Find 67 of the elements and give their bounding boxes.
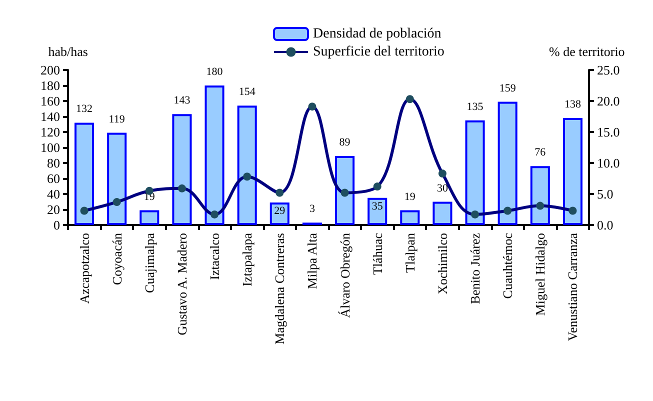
- bar: [530, 166, 550, 225]
- data-label: 3: [309, 203, 316, 216]
- x-tick-label: Tláhuac: [370, 232, 385, 275]
- y-tick-label: 0: [54, 218, 60, 232]
- bar: [432, 202, 452, 225]
- x-tick-label: Coyoacán: [109, 232, 124, 285]
- bar: [172, 114, 192, 225]
- y-tick-label: 200: [40, 62, 60, 78]
- x-tick-label: Benito Juárez: [468, 232, 483, 304]
- bar: [107, 132, 127, 225]
- bar: [465, 120, 485, 225]
- x-tick-label: Cuauhtémoc: [500, 232, 516, 299]
- y2-tick-label: 0.0: [597, 218, 614, 232]
- data-label: 154: [238, 86, 256, 98]
- y2-axis-title: % de territorio: [549, 44, 625, 59]
- x-tick-label: Iztacalco: [207, 233, 222, 280]
- y2-tick-label: 20.0: [597, 94, 620, 108]
- bar: [74, 122, 94, 225]
- bar: [498, 102, 518, 225]
- x-tick-label: Xochimilco: [434, 233, 450, 294]
- data-label: 180: [206, 66, 224, 78]
- y-tick-label: 120: [40, 124, 60, 140]
- y-tick-label: 100: [40, 140, 60, 155]
- bar: [368, 198, 388, 225]
- data-label: 135: [466, 100, 484, 113]
- bar: [562, 118, 582, 225]
- bar: [140, 210, 160, 225]
- legend-label: Superficie del territorio: [313, 44, 444, 60]
- y-tick-label: 40: [47, 186, 60, 202]
- bar: [335, 156, 355, 225]
- data-label: 138: [564, 98, 582, 111]
- y-tick-label: 80: [47, 156, 60, 170]
- y2-tick-label: 15.0: [597, 124, 620, 140]
- y2-tick-label: 10.0: [597, 156, 620, 170]
- y-tick-label: 20: [47, 202, 60, 217]
- x-tick-label: Milpa Alta: [304, 232, 320, 289]
- data-label: 119: [108, 113, 126, 126]
- x-tick-label: Cuajimalpa: [142, 232, 157, 293]
- data-label: 35: [372, 200, 384, 212]
- data-label: 143: [174, 94, 191, 107]
- x-tick-label: Azcapotzalco: [76, 233, 92, 304]
- data-label: 19: [404, 190, 416, 203]
- bar: [237, 106, 257, 225]
- data-label: 29: [274, 205, 286, 218]
- legend-label: Densidad de población: [313, 26, 442, 42]
- x-tick-label: Gustavo A. Madero: [174, 233, 190, 336]
- data-label: 132: [76, 103, 93, 116]
- x-tick-label: Venustiano Carranza: [565, 232, 580, 341]
- y-tick-label: 60: [47, 171, 60, 186]
- y2-tick-label: 5.0: [597, 186, 614, 202]
- data-label: 76: [534, 146, 546, 159]
- data-label: 159: [499, 82, 516, 94]
- data-label: 30: [436, 182, 448, 194]
- bar: [400, 210, 420, 225]
- y-axis-title: hab/has: [48, 44, 88, 59]
- x-tick-label: Álvaro Obregón: [337, 232, 352, 318]
- data-label: 89: [339, 136, 351, 149]
- y-tick-label: 140: [40, 109, 60, 124]
- x-tick-label: Magdalena Contreras: [272, 233, 288, 345]
- y-tick-label: 160: [40, 94, 60, 108]
- y2-tick-label: 25.0: [597, 62, 620, 78]
- x-tick-label: Iztapalapa: [240, 232, 255, 286]
- x-tick-label: Miguel Hidalgo: [532, 233, 548, 316]
- bar: [270, 202, 290, 225]
- y-tick-label: 180: [40, 78, 60, 93]
- x-tick-label: Tlalpan: [402, 232, 418, 273]
- bar: [204, 86, 224, 225]
